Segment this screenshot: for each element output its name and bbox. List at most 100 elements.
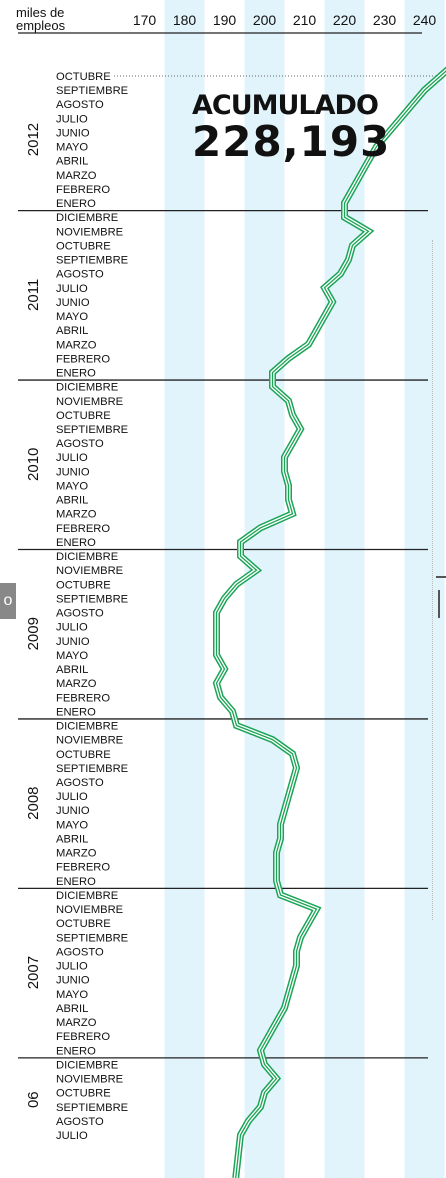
year-label: 2007 — [25, 956, 42, 989]
month-label: ENERO — [56, 706, 96, 718]
month-label: JULIO — [56, 791, 88, 803]
month-label: AGOSTO — [56, 777, 104, 789]
month-label: NOVIEMBRE — [56, 226, 123, 238]
month-label: AGOSTO — [56, 438, 104, 450]
month-label: MAYO — [56, 819, 88, 831]
column-band — [404, 0, 445, 1178]
column-band — [164, 0, 205, 1178]
month-label: FEBRERO — [56, 523, 110, 535]
month-label: JULIO — [56, 622, 88, 634]
month-label: JUNIO — [56, 975, 90, 987]
year-label: 2010 — [25, 448, 42, 481]
month-label: AGOSTO — [56, 608, 104, 620]
month-label: FEBRERO — [56, 353, 110, 365]
x-tick-label: 230 — [373, 12, 397, 28]
month-label: NOVIEMBRE — [56, 1074, 123, 1086]
month-label: ABRIL — [56, 833, 88, 845]
month-label: OCTUBRE — [56, 240, 111, 252]
page-edge-mark — [436, 576, 446, 578]
month-label: MAYO — [56, 989, 88, 1001]
month-label: AGOSTO — [56, 946, 104, 958]
month-labels: OCTUBRE SEPTIEMBRE AGOSTO JULIO JUNIO MAYO ABR… — [56, 71, 128, 1142]
month-label: FEBRERO — [56, 184, 110, 196]
year-label: 2008 — [25, 786, 42, 819]
month-label: OCTUBRE — [56, 410, 111, 422]
total-label: ACUMULADO — [192, 90, 379, 121]
x-tick-label: 240 — [413, 12, 437, 28]
unit-line-1: miles de — [16, 5, 65, 20]
month-label: SEPTIEMBRE — [56, 593, 128, 605]
page-edge-tab: o — [0, 583, 16, 619]
x-tick-label: 220 — [333, 12, 357, 28]
column-bands — [164, 0, 445, 1178]
month-label: SEPTIEMBRE — [56, 1102, 128, 1114]
month-label: MARZO — [56, 170, 97, 182]
x-tick-label: 190 — [213, 12, 237, 28]
total-value: 228,193 — [192, 117, 391, 166]
month-label: JULIO — [56, 283, 88, 295]
month-label: ENERO — [56, 368, 96, 380]
employment-line — [212, 66, 446, 1178]
total-callout: ACUMULADO 228,193 — [192, 92, 402, 164]
month-label: JUNIO — [56, 466, 90, 478]
month-label: OCTUBRE — [56, 918, 111, 930]
month-label: JUNIO — [56, 297, 90, 309]
month-label: MARZO — [56, 339, 97, 351]
month-label: SEPTIEMBRE — [56, 763, 128, 775]
year-dividers — [18, 209, 428, 1059]
month-label: NOVIEMBRE — [56, 904, 123, 916]
x-tick-label: 180 — [173, 12, 197, 28]
month-label: MARZO — [56, 1017, 97, 1029]
month-label: JULIO — [56, 452, 88, 464]
unit-line-2: empleos — [16, 18, 66, 33]
month-label: DICIEMBRE — [56, 1059, 118, 1071]
month-label: SEPTIEMBRE — [56, 932, 128, 944]
month-label: NOVIEMBRE — [56, 735, 123, 747]
month-label: DICIEMBRE — [56, 721, 118, 733]
month-label: FEBRERO — [56, 1031, 110, 1043]
month-label: JUNIO — [56, 805, 90, 817]
month-label: SEPTIEMBRE — [56, 424, 128, 436]
month-label: ENERO — [56, 876, 96, 888]
month-label: ENERO — [56, 198, 96, 210]
x-tick-label: 210 — [293, 12, 317, 28]
month-label: MARZO — [56, 509, 97, 521]
month-label: DICIEMBRE — [56, 890, 118, 902]
month-label: MAYO — [56, 650, 88, 662]
year-label: 2011 — [25, 279, 42, 311]
month-label: ABRIL — [56, 664, 88, 676]
month-label: JULIO — [56, 113, 88, 125]
month-label: OCTUBRE — [56, 71, 111, 83]
month-label: DICIEMBRE — [56, 551, 118, 563]
month-label: MAYO — [56, 142, 88, 154]
month-label: OCTUBRE — [56, 1088, 111, 1100]
page-edge-dotted — [432, 240, 434, 920]
month-label: OCTUBRE — [56, 749, 111, 761]
month-label: AGOSTO — [56, 269, 104, 281]
month-label: NOVIEMBRE — [56, 565, 123, 577]
month-label: AGOSTO — [56, 1116, 104, 1128]
month-label: ABRIL — [56, 156, 88, 168]
month-label: MARZO — [56, 848, 97, 860]
month-label: NOVIEMBRE — [56, 396, 123, 408]
month-label: ABRIL — [56, 1003, 88, 1015]
month-label: FEBRERO — [56, 862, 110, 874]
month-label: MAYO — [56, 311, 88, 323]
month-label: JUNIO — [56, 127, 90, 139]
month-label: SEPTIEMBRE — [56, 255, 128, 267]
year-labels: 2012 2011 2010 2009 2008 2007 06 — [25, 123, 42, 1108]
month-label: DICIEMBRE — [56, 382, 118, 394]
month-label: DICIEMBRE — [56, 212, 118, 224]
month-label: JUNIO — [56, 636, 90, 648]
column-band — [244, 0, 285, 1178]
month-label: ABRIL — [56, 495, 88, 507]
year-label: 2012 — [25, 123, 42, 156]
year-label: 06 — [25, 1091, 42, 1108]
page-edge-mark — [438, 590, 440, 618]
series-line-core — [215, 70, 446, 1178]
x-tick-label: 170 — [133, 12, 157, 28]
unit-label: miles de empleos — [16, 6, 65, 32]
month-label: FEBRERO — [56, 692, 110, 704]
x-axis-ticks: 170 180 190 200 210 220 230 240 — [133, 12, 437, 28]
month-label: JULIO — [56, 1130, 88, 1142]
